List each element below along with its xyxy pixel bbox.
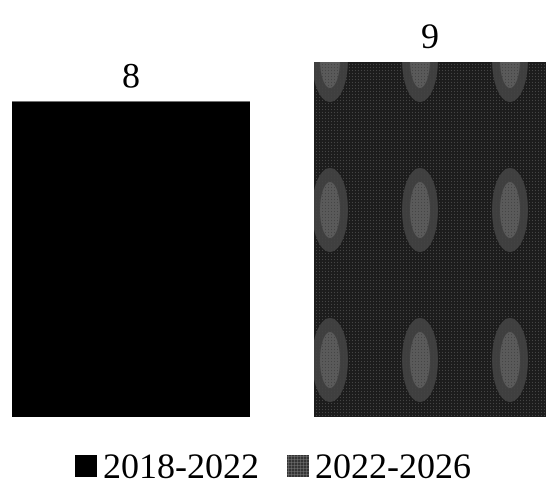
bar-texture-2022-2026 xyxy=(314,62,546,417)
data-label-2018-2022: 8 xyxy=(122,55,140,95)
legend-swatch-pattern xyxy=(287,455,309,477)
legend-item-2018-2022: 2018-2022 xyxy=(75,445,259,487)
legend-swatch-solid xyxy=(75,455,97,477)
legend-label: 2022-2026 xyxy=(315,446,471,486)
legend-item-2022-2026: 2022-2026 xyxy=(287,445,471,487)
plot-area: 89 xyxy=(12,16,546,417)
legend: 2018-2022 2022-2026 xyxy=(0,446,546,486)
bar-2018-2022 xyxy=(12,101,250,417)
legend-label: 2018-2022 xyxy=(103,446,259,486)
data-label-2022-2026: 9 xyxy=(421,16,439,56)
